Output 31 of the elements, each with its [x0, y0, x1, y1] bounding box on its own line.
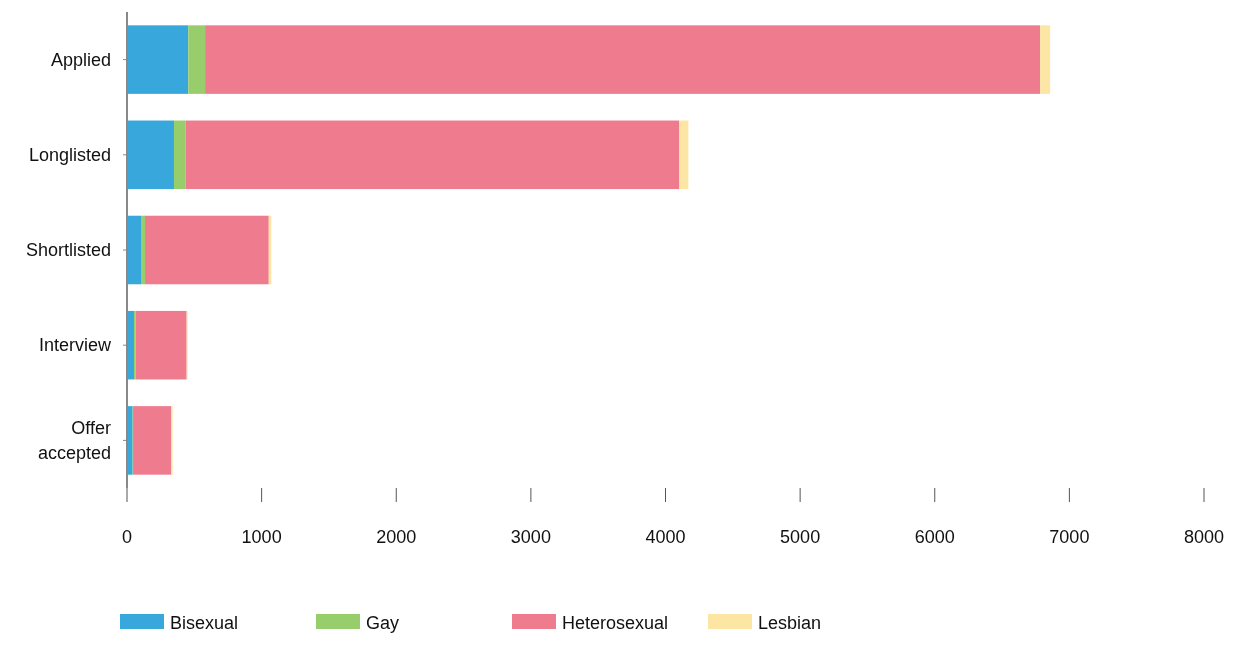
bar [145, 215, 269, 285]
x-tick-label: 5000 [780, 527, 821, 547]
x-tick-label: 3000 [510, 527, 551, 547]
x-tick-label: 2000 [376, 527, 417, 547]
bar [205, 25, 1041, 94]
x-tick-label: 8000 [1183, 527, 1225, 547]
bar [173, 120, 186, 190]
legend-label: Lesbian [758, 613, 822, 633]
bar [679, 120, 689, 190]
bar [127, 215, 141, 285]
bar [141, 215, 146, 285]
bar [127, 25, 189, 94]
legend-label: Heterosexual [562, 613, 669, 633]
y-tick-label: Longlisted [28, 144, 111, 165]
legend-label: Gay [366, 613, 400, 633]
bar [1040, 25, 1051, 94]
x-tick-label: 0 [121, 527, 133, 547]
bar [127, 120, 174, 190]
legend-label: Bisexual [170, 613, 239, 633]
bar [185, 120, 680, 190]
bar [188, 25, 206, 94]
y-tick-label: Applied [50, 49, 111, 70]
bar [135, 310, 187, 380]
x-tick-label: 7000 [1049, 527, 1090, 547]
x-tick-label: 6000 [914, 527, 955, 547]
y-tick-label: Shortlisted [25, 240, 111, 260]
bar [133, 406, 172, 475]
x-tick-label: 4000 [645, 527, 686, 547]
x-tick-label: 1000 [241, 527, 282, 547]
y-tick-label: Interview [38, 335, 112, 356]
y-tick-label: Offer accepted [37, 417, 111, 463]
